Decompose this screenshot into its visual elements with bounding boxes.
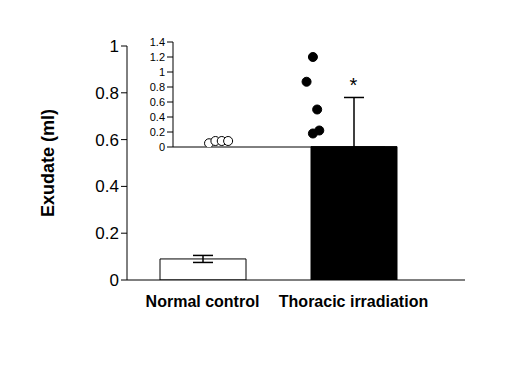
svg-text:0: 0 [159,141,165,153]
svg-text:0.6: 0.6 [95,131,119,150]
svg-text:0.2: 0.2 [150,126,165,138]
svg-text:0: 0 [110,271,119,290]
svg-text:1.2: 1.2 [150,51,165,63]
svg-text:1: 1 [110,37,119,56]
svg-text:1.4: 1.4 [150,36,165,48]
svg-text:1: 1 [159,66,165,78]
svg-text:0.4: 0.4 [95,177,119,196]
svg-text:Normal control: Normal control [146,293,260,310]
svg-text:Thoracic irradiation: Thoracic irradiation [279,293,428,310]
svg-text:0.6: 0.6 [150,96,165,108]
svg-text:*: * [350,74,358,96]
svg-text:0.8: 0.8 [95,84,119,103]
svg-text:0.4: 0.4 [150,111,165,123]
svg-text:Exudate (ml): Exudate (ml) [38,109,58,217]
svg-text:0.8: 0.8 [150,81,165,93]
svg-text:0.2: 0.2 [95,224,119,243]
